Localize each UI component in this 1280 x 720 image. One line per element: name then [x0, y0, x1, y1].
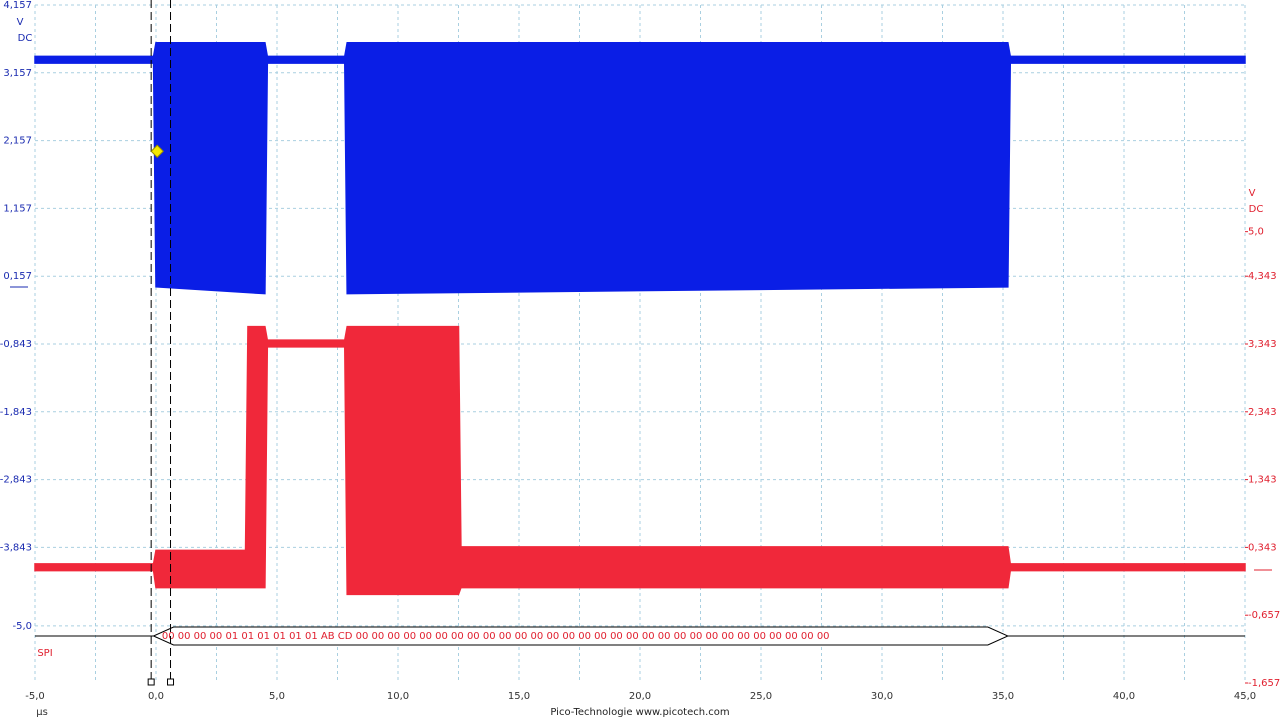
y-tick-label: -5,0 [12, 621, 32, 632]
x-tick-label: 15,0 [508, 691, 530, 702]
y-unit: V [17, 17, 24, 28]
x-tick-label: 10,0 [387, 691, 409, 702]
x-tick-label: 45,0 [1234, 691, 1256, 702]
footer: Pico-Technologie www.picotech.com [550, 707, 729, 718]
y2-tick-label: 0,343 [1248, 542, 1277, 553]
y2-tick-label: 5,0 [1248, 227, 1264, 238]
x-tick-label: 35,0 [992, 691, 1014, 702]
y-tick-label: 3,157 [3, 68, 32, 79]
trigger-marker [150, 144, 164, 158]
y2-tick-label: -1,657 [1248, 678, 1280, 689]
x-tick-label: 30,0 [871, 691, 893, 702]
x-tick-label: 20,0 [629, 691, 651, 702]
y-tick-label: -1,843 [0, 407, 32, 418]
y-tick-label: 1,157 [3, 203, 32, 214]
y-tick-label: 2,157 [3, 136, 32, 147]
x-tick-label: 0,0 [148, 691, 164, 702]
spi-label: SPI [37, 648, 52, 659]
y2-tick-label: 3,343 [1248, 339, 1277, 350]
y-tick-label: -3,843 [0, 542, 32, 553]
y-tick-label: -0,843 [0, 339, 32, 350]
x-tick-label: -5,0 [25, 691, 45, 702]
y-tick-label: 4,157 [3, 0, 32, 11]
trace-envelope [34, 325, 1246, 596]
x-tick-label: 25,0 [750, 691, 772, 702]
y2-tick-label: 1,343 [1248, 475, 1277, 486]
cursor-handle [147, 678, 155, 686]
y2-unit: DC [1249, 204, 1264, 215]
y-tick-label: -2,843 [0, 475, 32, 486]
y-unit: DC [18, 33, 33, 44]
y-tick-label: 0,157 [3, 271, 32, 282]
spi-data: 00 00 00 00 01 01 01 01 01 01 AB CD 00 0… [162, 631, 830, 642]
x-tick-label: 5,0 [269, 691, 285, 702]
x-tick-label: 40,0 [1113, 691, 1135, 702]
y2-tick-label: 2,343 [1248, 407, 1277, 418]
trace-envelope [34, 42, 1246, 295]
y2-unit: V [1249, 188, 1256, 199]
x-unit: µs [36, 707, 48, 718]
y2-tick-label: 4,343 [1248, 271, 1277, 282]
cursor-handle [167, 678, 175, 686]
y2-tick-label: -0,657 [1248, 610, 1280, 621]
spi-packet [152, 626, 1010, 646]
